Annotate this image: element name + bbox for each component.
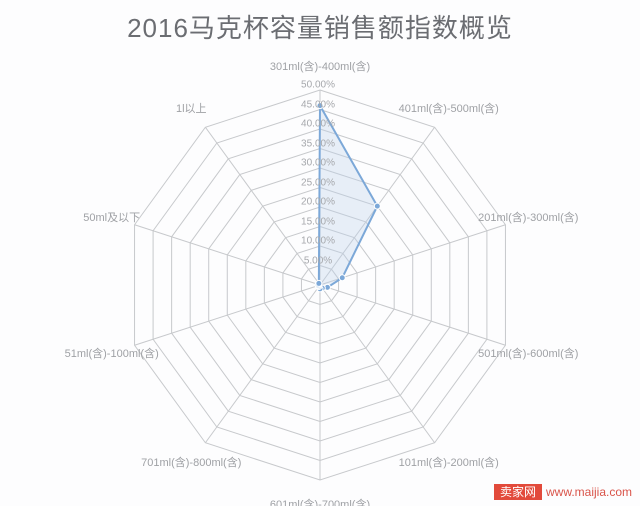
axis-label: 301ml(含)-400ml(含) bbox=[270, 58, 370, 74]
axis-label: 101ml(含)-200ml(含) bbox=[399, 454, 499, 470]
watermark-badge: 卖家网 bbox=[494, 484, 542, 500]
axis-label: 50ml及以下 bbox=[83, 209, 140, 225]
axis-label: 51ml(含)-100ml(含) bbox=[65, 345, 159, 361]
axis-label: 401ml(含)-500ml(含) bbox=[399, 100, 499, 116]
tick-label: 20.00% bbox=[301, 197, 335, 208]
axis-label: 1l以上 bbox=[176, 100, 207, 116]
axis-label: 201ml(含)-300ml(含) bbox=[478, 209, 578, 225]
tick-label: 40.00% bbox=[301, 119, 335, 130]
tick-label: 15.00% bbox=[301, 216, 335, 227]
watermark: 卖家网 www.maijia.com bbox=[494, 483, 632, 500]
axis-label: 601ml(含)-700ml(含) bbox=[270, 496, 370, 506]
watermark-url: www.maijia.com bbox=[546, 485, 632, 499]
tick-label: 30.00% bbox=[301, 158, 335, 169]
radar-chart bbox=[0, 0, 640, 506]
tick-label: 10.00% bbox=[301, 236, 335, 247]
tick-label: 45.00% bbox=[301, 99, 335, 110]
tick-label: 50.00% bbox=[301, 80, 335, 91]
tick-label: 5.00% bbox=[304, 255, 332, 266]
axis-label: 501ml(含)-600ml(含) bbox=[478, 345, 578, 361]
tick-label: 35.00% bbox=[301, 138, 335, 149]
axis-label: 701ml(含)-800ml(含) bbox=[141, 454, 241, 470]
tick-label: 25.00% bbox=[301, 177, 335, 188]
